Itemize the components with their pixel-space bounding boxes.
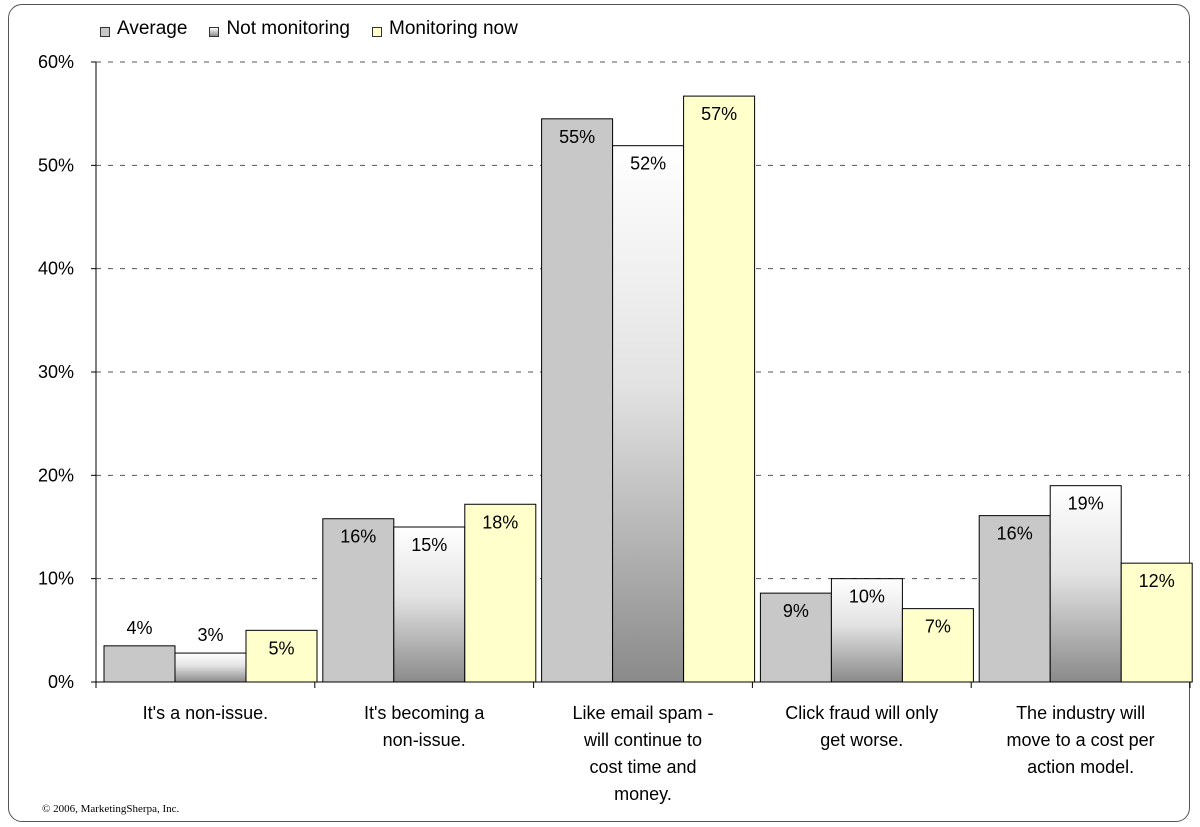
y-tick-label: 20%	[38, 465, 74, 485]
data-label: 16%	[340, 527, 376, 547]
bar	[759, 592, 832, 683]
copyright-notice: © 2006, MarketingSherpa, Inc.	[42, 803, 180, 815]
legend-swatch	[372, 27, 382, 37]
bar	[103, 645, 176, 683]
data-label: 9%	[783, 601, 809, 621]
data-label: 18%	[482, 512, 518, 532]
legend: Average Not monitoring Monitoring now	[100, 17, 540, 41]
data-label: 3%	[197, 625, 223, 645]
data-label: 55%	[559, 127, 595, 147]
bar	[901, 608, 974, 683]
x-category-label: It's becoming a non-issue.	[363, 703, 485, 750]
x-category-label: It's a non-issue.	[142, 703, 269, 723]
y-tick-label: 50%	[38, 155, 74, 175]
data-label: 10%	[849, 587, 885, 607]
bar	[612, 145, 685, 683]
legend-label: Monitoring now	[389, 18, 518, 39]
bar	[1120, 562, 1193, 683]
data-label: 52%	[630, 154, 666, 174]
y-tick-label: 10%	[38, 569, 74, 589]
data-label: 15%	[411, 535, 447, 555]
legend-item: Monitoring now	[372, 18, 518, 40]
y-tick-label: 0%	[48, 672, 74, 692]
bar	[830, 578, 903, 683]
legend-item: Average	[100, 18, 187, 40]
x-category-label: Click fraud will only get worse.	[785, 703, 939, 750]
legend-item: Not monitoring	[209, 18, 350, 40]
data-label: 5%	[268, 638, 294, 658]
data-label: 16%	[997, 524, 1033, 544]
bar	[245, 629, 318, 683]
bar	[174, 652, 247, 683]
bar	[464, 503, 537, 683]
legend-swatch	[100, 27, 110, 37]
legend-label: Average	[117, 18, 188, 39]
data-label: 57%	[701, 104, 737, 124]
data-label: 12%	[1139, 571, 1175, 591]
data-label: 4%	[126, 618, 152, 638]
bar	[683, 95, 756, 683]
bar	[541, 118, 614, 683]
legend-label: Not monitoring	[226, 18, 350, 39]
y-tick-label: 60%	[38, 52, 74, 72]
bar	[1049, 485, 1122, 683]
data-label: 7%	[925, 617, 951, 637]
bar	[978, 515, 1051, 683]
y-tick-label: 40%	[38, 259, 74, 279]
chart-frame	[8, 4, 1190, 822]
y-tick-label: 30%	[38, 362, 74, 382]
x-category-label: The industry will move to a cost per actio…	[1006, 703, 1155, 777]
bar	[393, 526, 466, 683]
x-category-label: Like email spam - will continue to cost ti…	[572, 703, 714, 804]
data-label: 19%	[1068, 494, 1104, 514]
legend-swatch	[209, 27, 220, 37]
